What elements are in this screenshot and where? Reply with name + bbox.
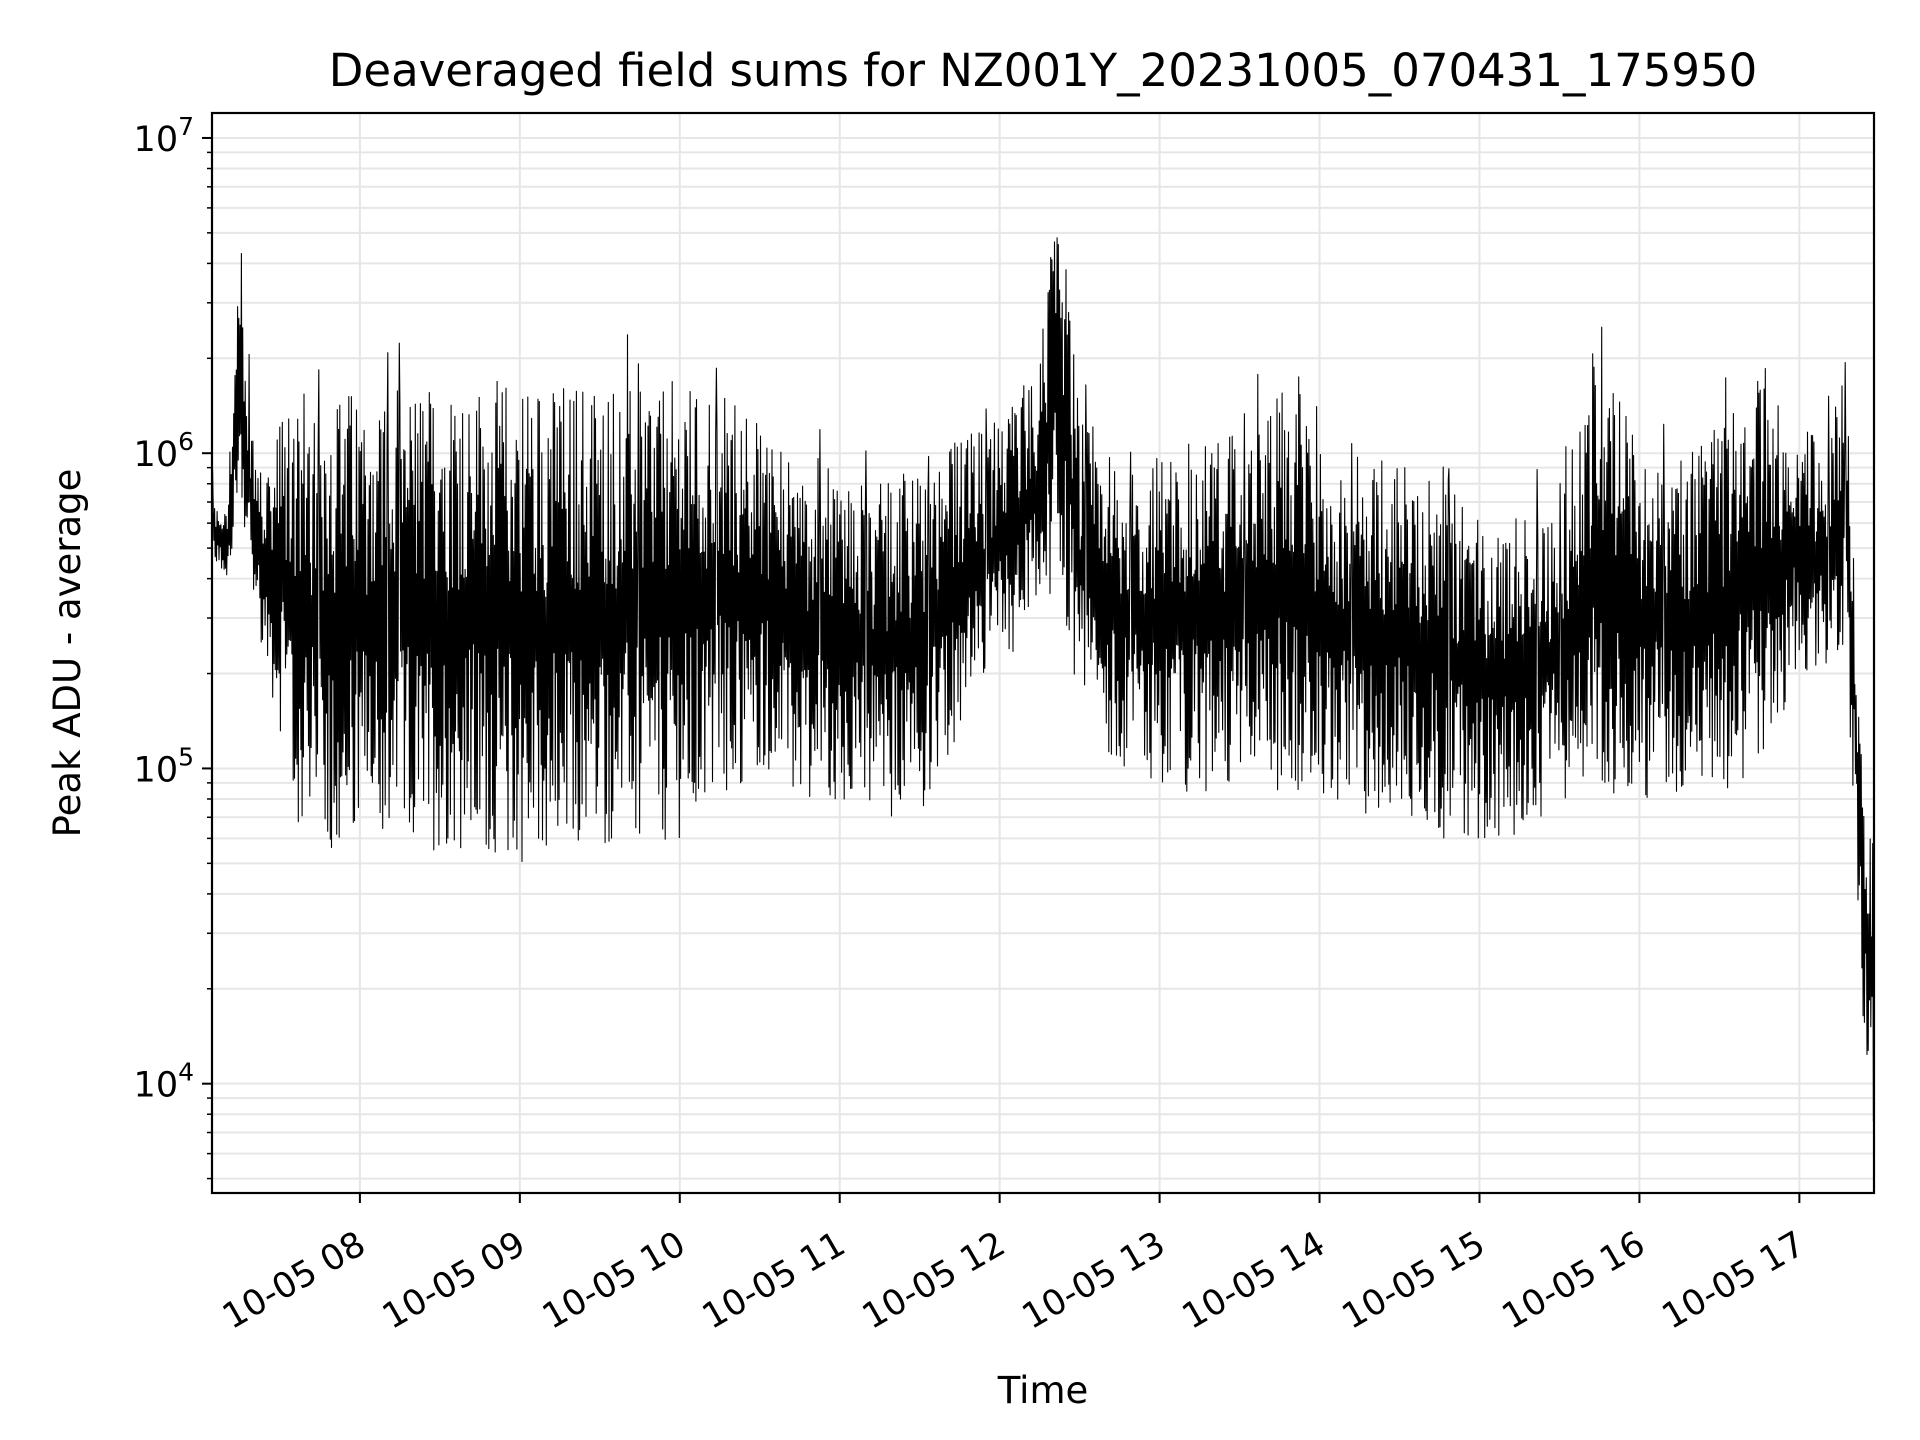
y-tick-label: 107 <box>134 112 194 160</box>
y-axis-title: Peak ADU - average <box>46 469 89 838</box>
y-tick-exponent: 4 <box>178 1058 194 1087</box>
series-layer <box>211 237 1875 1122</box>
x-axis-title: Time <box>997 1369 1089 1412</box>
y-tick-exponent: 5 <box>178 742 194 771</box>
y-tick-label: 106 <box>134 427 194 475</box>
y-tick-label: 104 <box>134 1058 194 1106</box>
y-tick-exponent: 7 <box>178 112 194 141</box>
y-tick-exponent: 6 <box>178 427 194 456</box>
chart-title: Deaveraged field sums for NZ001Y_2023100… <box>329 44 1758 97</box>
plot-frame <box>210 111 1876 1195</box>
y-tick-base: 10 <box>134 435 179 475</box>
y-tick-base: 10 <box>134 120 179 160</box>
series-line <box>211 237 1875 1122</box>
y-tick-base: 10 <box>134 750 179 790</box>
y-tick-base: 10 <box>134 1066 179 1106</box>
y-tick-label: 105 <box>134 742 194 790</box>
